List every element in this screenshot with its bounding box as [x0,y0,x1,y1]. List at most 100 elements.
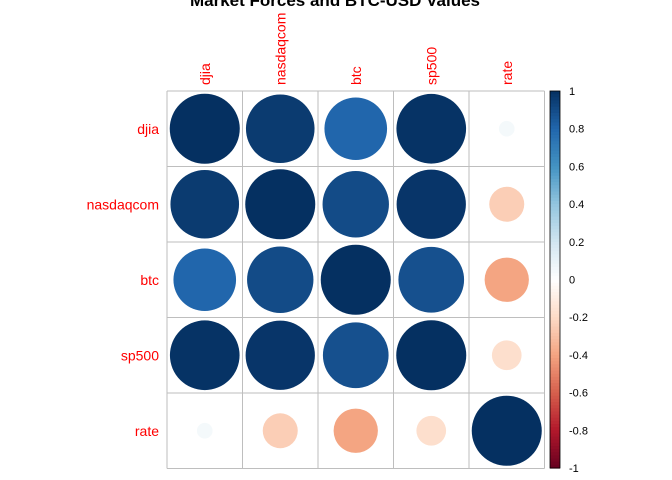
legend-color-step [550,295,560,299]
corr-circle-rate-djia [196,422,213,439]
legend-color-step [550,358,560,362]
corr-circle-btc-nasdaqcom [247,246,314,313]
legend-tick-label: 0.6 [569,161,584,173]
legend-color-step [550,332,560,337]
legend-color-step [550,188,560,193]
legend-color-step [550,138,560,142]
legend-color-step [550,285,560,290]
legend-color-step [550,131,560,136]
row-label-rate: rate [135,423,159,439]
legend-color-step [550,436,560,441]
legend-tick-label: -0.8 [569,425,588,437]
legend-color-step [550,329,560,334]
corr-circle-djia-nasdaqcom [245,94,315,164]
legend-color-step [550,279,560,284]
legend-color-step [550,178,560,183]
corr-circle-djia-djia [169,93,240,164]
legend-color-step [550,320,560,325]
legend-color-step [550,439,560,444]
color-legend: -1 -0.8 -0.6 -0.4 -0.2 0 0.2 0.4 0.6 0.8 1 [549,86,588,475]
legend-color-step [550,144,560,149]
legend-color-step [550,354,560,359]
corr-circle-sp500-djia [169,320,240,391]
legend-color-step [550,383,560,387]
corr-circle-btc-btc [320,244,391,315]
grid [166,90,545,469]
legend-tick-label: 0.2 [569,237,584,249]
legend-color-step [550,122,560,127]
legend-color-step [550,109,560,114]
legend-color-step [550,370,560,375]
legend-color-step [550,103,560,108]
legend-color-step [550,398,560,403]
column-label-djia: djia [197,63,213,85]
legend-color-step [550,119,560,124]
legend-color-step [550,326,560,331]
legend-color-step [550,263,560,268]
legend-color-step [550,106,560,111]
legend-color-step [550,244,560,249]
legend-color-step [550,254,560,259]
legend-color-step [550,235,560,240]
legend-color-step [550,147,560,152]
legend-tick-label: 0.8 [569,124,584,136]
corr-circle-sp500-nasdaqcom [245,320,315,390]
legend-color-step [550,458,560,463]
legend-color-step [550,91,560,95]
legend-color-step [550,226,560,230]
corr-circle-djia-sp500 [396,93,467,164]
corr-circle-sp500-btc [322,322,389,389]
legend-color-step [550,442,560,447]
legend-color-step [550,461,560,466]
legend-color-step [550,430,560,435]
legend-color-step [550,276,560,281]
legend-color-step [550,238,560,243]
legend-color-step [550,314,560,318]
corr-circle-djia-btc [324,97,388,161]
legend-color-step [550,342,560,347]
legend-tick-label: 0 [569,275,575,287]
legend-color-step [550,207,560,211]
legend-color-step [550,248,560,252]
legend-color-step [550,125,560,130]
corr-circle-nasdaqcom-btc [322,171,389,238]
legend-color-step [550,389,560,394]
legend-color-step [550,222,560,227]
column-label-btc: btc [348,66,364,85]
legend-color-step [550,191,560,196]
legend-tick-label: -0.4 [569,350,588,362]
legend-color-step [550,219,560,224]
legend-color-step [550,204,560,208]
legend-color-step [550,361,560,365]
legend-color-step [550,402,560,406]
legend-tick-label: 1 [569,86,575,98]
legend-color-step [550,420,560,425]
legend-color-step [550,446,560,450]
legend-color-step [550,376,560,381]
legend-color-step [550,210,560,215]
corr-circle-btc-djia [173,248,237,312]
legend-frame [549,90,561,469]
legend-color-step [550,97,560,102]
legend-color-step [550,163,560,167]
corr-circle-nasdaqcom-nasdaqcom [245,169,316,240]
row-labels: djia nasdaqcom btc sp500 rate [87,121,160,439]
row-label-nasdaqcom: nasdaqcom [87,196,159,212]
column-label-sp500: sp500 [423,47,439,85]
legend-color-step [550,304,560,309]
legend-color-step [550,464,560,469]
corr-circle-btc-sp500 [398,246,465,313]
legend-color-step [550,229,560,233]
row-label-djia: djia [137,121,159,137]
legend-tick-label: -1 [569,463,579,475]
legend-color-step [550,266,560,271]
legend-color-step [550,194,560,199]
legend-color-step [550,386,560,391]
corr-circle-rate-btc [333,408,378,453]
legend-color-step [550,128,560,133]
legend-color-step [550,339,560,343]
legend-color-step [550,94,560,98]
corr-circle-rate-sp500 [416,415,447,446]
legend-color-step [550,298,560,303]
legend-color-step [550,141,560,146]
